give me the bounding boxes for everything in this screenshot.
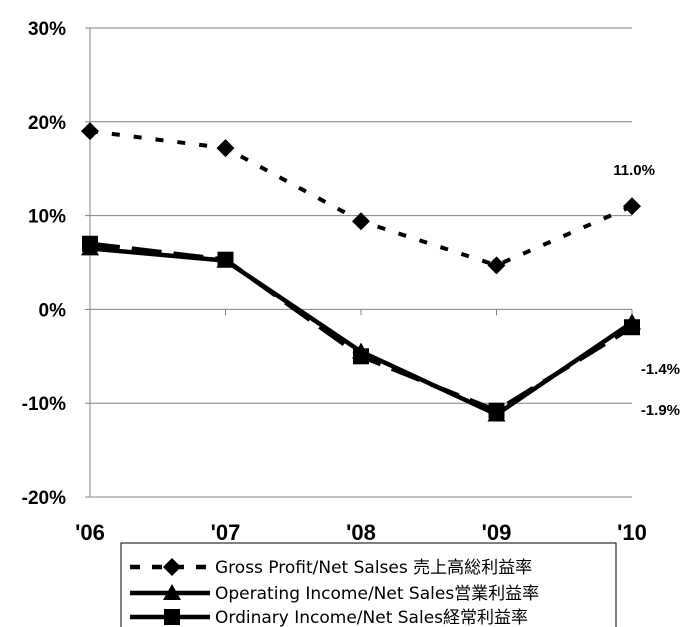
y-tick-label: 30% bbox=[28, 19, 66, 40]
series-1 bbox=[81, 239, 641, 422]
legend-item: Gross Profit/Net Salses 売上高総利益率 bbox=[130, 558, 532, 578]
series-line bbox=[89, 129, 633, 268]
x-tick-label: '09 bbox=[482, 520, 512, 545]
legend: Gross Profit/Net Salses 売上高総利益率 Operating… bbox=[120, 542, 617, 627]
data-label: 11.0% bbox=[613, 162, 655, 179]
series-line bbox=[89, 246, 634, 417]
series-line bbox=[89, 241, 634, 413]
data-point bbox=[487, 405, 506, 422]
legend-marker bbox=[163, 584, 181, 600]
data-point bbox=[623, 197, 641, 216]
series-2 bbox=[82, 235, 640, 419]
legend-label: Operating Income/Net Sales営業利益率 bbox=[215, 584, 539, 604]
legend-item: Operating Income/Net Sales営業利益率 bbox=[130, 584, 539, 604]
data-point bbox=[352, 342, 370, 359]
data-point bbox=[487, 256, 506, 275]
legend-marker bbox=[164, 609, 180, 625]
data-point bbox=[81, 122, 99, 141]
data-point bbox=[623, 313, 641, 330]
x-tick-label: '08 bbox=[346, 520, 376, 545]
y-tick-label: -10% bbox=[22, 394, 66, 415]
data-label: -1.9% bbox=[641, 402, 680, 419]
data-label: -1.4% bbox=[641, 361, 680, 378]
legend-label: Gross Profit/Net Salses 売上高総利益率 bbox=[215, 558, 532, 578]
data-point bbox=[81, 239, 99, 256]
x-tick-label: '10 bbox=[617, 520, 647, 545]
data-point bbox=[216, 251, 235, 268]
data-point bbox=[216, 139, 235, 158]
data-point bbox=[352, 212, 370, 231]
x-tick-label: '07 bbox=[211, 520, 241, 545]
legend-box bbox=[120, 542, 617, 627]
x-tick-label: '06 bbox=[75, 520, 105, 545]
y-tick-label: 0% bbox=[39, 300, 67, 321]
series-0 bbox=[81, 122, 641, 275]
y-tick-label: 10% bbox=[28, 207, 66, 228]
legend-item: Ordinary Income/Net Sales経常利益率 bbox=[130, 608, 528, 627]
legend-label: Ordinary Income/Net Sales経常利益率 bbox=[215, 608, 528, 627]
y-tick-label: -20% bbox=[22, 488, 66, 509]
legend-marker bbox=[163, 558, 181, 576]
y-tick-label: 20% bbox=[28, 113, 66, 134]
